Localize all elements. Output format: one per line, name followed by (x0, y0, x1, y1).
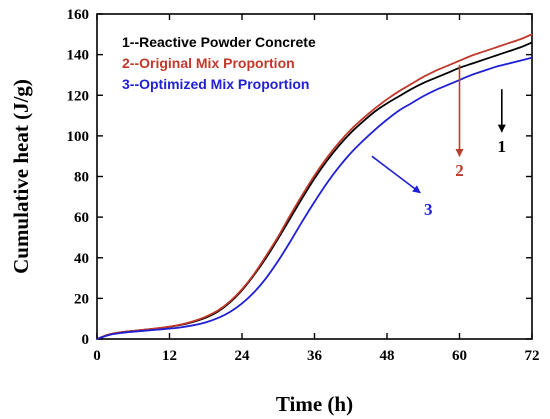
legend-entry-3: 3--Optimized Mix Proportion (122, 76, 309, 92)
x-axis-label: Time (h) (276, 392, 353, 416)
y-tick-label: 20 (74, 291, 89, 307)
series-line-3 (96, 56, 533, 340)
y-tick-label: 80 (74, 170, 89, 186)
x-tick-label: 36 (307, 348, 323, 364)
y-tick-label: 100 (67, 129, 90, 145)
annotations: 1 2 3 (371, 64, 507, 219)
annotation-arrow-3 (371, 155, 421, 194)
x-tick-label: 72 (525, 348, 540, 364)
x-tick-label: 24 (235, 348, 251, 364)
y-tick-label: 60 (74, 210, 89, 226)
legend-entry-2: 2--Original Mix Proportion (122, 55, 295, 71)
x-tick-label: 12 (162, 348, 177, 364)
annotation-label-1: 1 (498, 137, 507, 156)
legend: 1--Reactive Powder Concrete 2--Original M… (122, 34, 316, 92)
y-tick-label: 160 (67, 7, 90, 23)
annotation-label-3: 3 (424, 200, 433, 219)
x-tick-label: 0 (93, 348, 101, 364)
y-tick-label: 140 (67, 48, 90, 64)
x-tick-label: 48 (380, 348, 395, 364)
y-tick-label: 0 (82, 332, 90, 348)
y-tick-label: 120 (67, 88, 90, 104)
y-tick-label: 40 (74, 251, 89, 267)
annotation-label-2: 2 (455, 161, 464, 180)
x-tick-label: 60 (452, 348, 467, 364)
series-line-2 (96, 33, 533, 340)
y-axis-label: Cumulative heat (J/g) (9, 79, 33, 274)
legend-entry-1: 1--Reactive Powder Concrete (122, 34, 316, 50)
